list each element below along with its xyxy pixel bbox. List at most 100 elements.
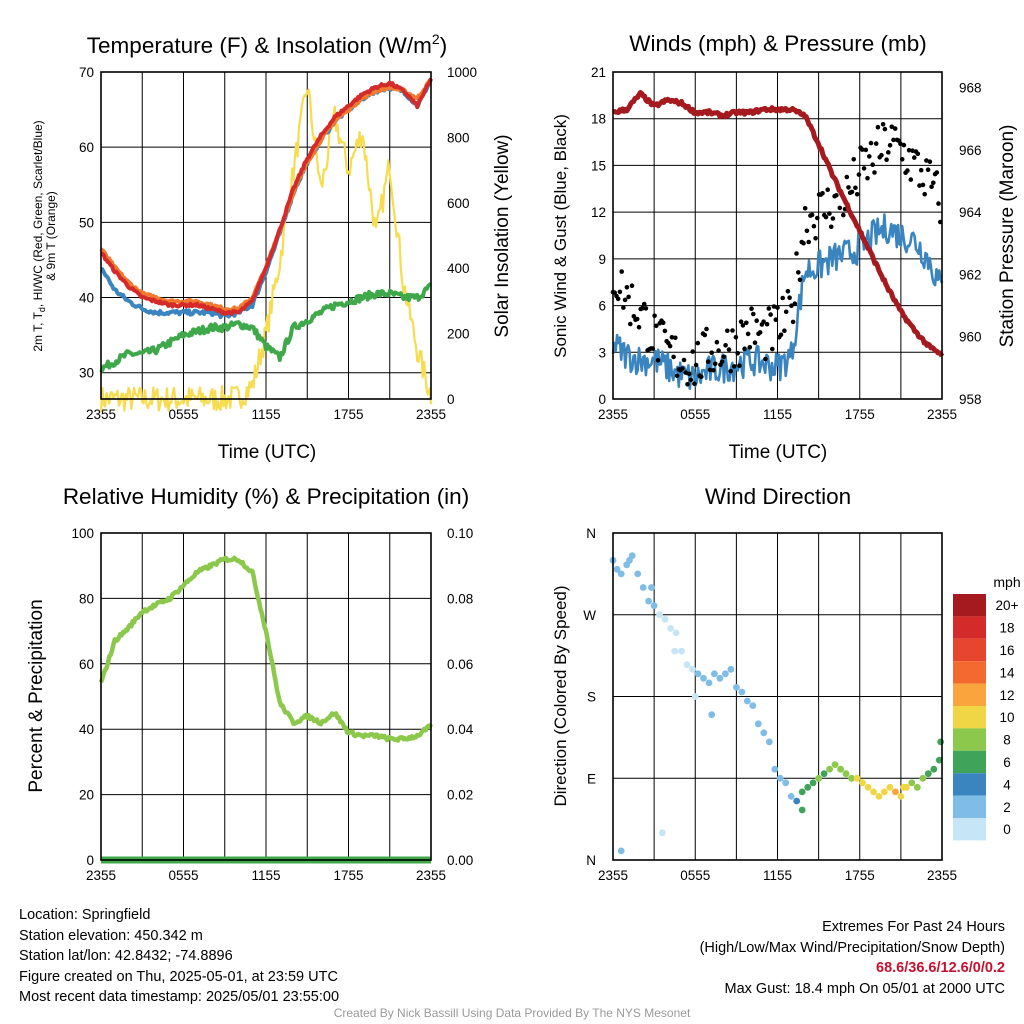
gust-point [685, 382, 690, 387]
humidity-plot-frame [100, 532, 432, 861]
winds-x-tick-label: 2355 [598, 407, 628, 422]
gust-point [853, 185, 858, 191]
gust-point [865, 175, 870, 181]
gust-point [669, 335, 675, 340]
series-line-temperature [100, 77, 433, 316]
colorbar-swatch [953, 750, 986, 774]
direction-point [765, 738, 773, 746]
direction-x-tick-label: 2355 [598, 868, 628, 883]
gust-point [650, 346, 656, 351]
gust-point [733, 335, 739, 340]
gust-point [827, 211, 832, 216]
temperature-x-tick-label: 1755 [333, 407, 363, 422]
humidity-x-tick-label: 1755 [333, 868, 363, 883]
temperature-y-axis-label-line2: & 9m T (Orange) [44, 191, 58, 281]
pressure-y2-tick-label: 960 [959, 330, 982, 345]
gust-point [686, 371, 692, 377]
gust-point [794, 251, 799, 256]
gust-point [773, 317, 779, 323]
gust-point [757, 330, 763, 335]
direction-point [897, 793, 905, 800]
direction-point [798, 788, 806, 796]
figure-created: Figure created on Thu, 2025-05-01, at 23… [19, 968, 338, 985]
direction-point [634, 570, 642, 578]
gust-point [680, 366, 685, 371]
gust-point [751, 311, 756, 317]
gust-point [898, 141, 903, 146]
gust-point [830, 216, 836, 221]
insolation-y2-tick-label: 800 [447, 130, 470, 145]
direction-point [798, 806, 806, 814]
direction-point [908, 779, 916, 787]
gust-point [624, 285, 630, 290]
direction-point [771, 765, 779, 773]
gust-point [622, 297, 628, 303]
direction-point [733, 684, 740, 691]
gust-point [690, 349, 695, 354]
gust-point [927, 159, 933, 164]
direction-point [694, 670, 702, 678]
series-line-station-pressure [611, 90, 945, 358]
gust-point [797, 277, 803, 283]
temperature-x-tick-label: 2355 [86, 407, 116, 422]
colorbar-swatch [953, 818, 986, 841]
gust-point [683, 370, 688, 375]
gust-point [837, 205, 843, 211]
max-gust: Max Gust: 18.4 mph On 05/01 at 2000 UTC [724, 980, 1005, 997]
gust-point [931, 180, 936, 186]
direction-point [919, 774, 927, 782]
gust-point [854, 192, 860, 197]
gust-point [780, 295, 785, 301]
temperature-panel: Temperature (F) & Insolation (W/m2) 2355… [31, 31, 513, 463]
temperature-y-tick-label: 70 [79, 65, 94, 80]
recent-timestamp: Most recent data timestamp: 2025/05/01 2… [19, 989, 340, 1005]
gust-point [747, 345, 753, 350]
gust-point [934, 170, 940, 175]
colorbar-swatch [953, 773, 986, 796]
gust-point [789, 303, 794, 309]
direction-point [743, 697, 751, 705]
colorbar-swatch [953, 616, 986, 639]
temperature-y-tick-label: 60 [79, 140, 94, 155]
winds-y-axis-label: Sonic Wind & Gust (Blue, Black) [551, 114, 570, 358]
gust-point [899, 157, 905, 162]
direction-x-tick-label: 1155 [763, 868, 792, 883]
colorbar-swatch [953, 706, 986, 729]
gust-point [802, 206, 808, 211]
direction-point [826, 765, 833, 773]
gust-point [719, 359, 725, 365]
direction-point [913, 783, 921, 791]
gust-point [730, 328, 735, 333]
colorbar-label: 20+ [996, 598, 1019, 613]
direction-point [689, 665, 696, 673]
direction-point [881, 788, 888, 796]
gust-point [901, 142, 907, 148]
gust-point [695, 340, 701, 346]
gust-point [811, 223, 817, 229]
direction-point [617, 847, 625, 855]
gust-point [723, 343, 728, 348]
precip-y2-tick-label: 0.02 [447, 788, 473, 803]
pressure-y2-tick-label: 966 [959, 143, 982, 158]
winds-y-tick-label: 0 [598, 392, 606, 407]
colorbar-swatch [953, 594, 986, 617]
direction-point [667, 625, 674, 632]
gust-point [705, 359, 711, 365]
insolation-y2-tick-label: 400 [447, 261, 470, 276]
direction-point [648, 584, 655, 591]
gust-point [707, 367, 713, 373]
gust-point [768, 312, 773, 317]
gust-point [766, 306, 772, 311]
direction-point [613, 565, 621, 573]
direction-point [691, 693, 699, 700]
gust-point [771, 304, 777, 309]
humidity-panel-title: Relative Humidity (%) & Precipitation (i… [63, 484, 469, 509]
gust-point [742, 346, 747, 352]
colorbar-label: 14 [999, 665, 1015, 680]
winds-y-tick-label: 3 [598, 345, 606, 360]
gust-point [782, 328, 787, 334]
insolation-y2-tick-label: 1000 [447, 65, 477, 80]
speed-colorbar: mph 20+ 18 16 14 12 10 8 6 4 2 0 [953, 574, 1021, 841]
direction-point [831, 761, 839, 768]
direction-point [716, 674, 724, 682]
